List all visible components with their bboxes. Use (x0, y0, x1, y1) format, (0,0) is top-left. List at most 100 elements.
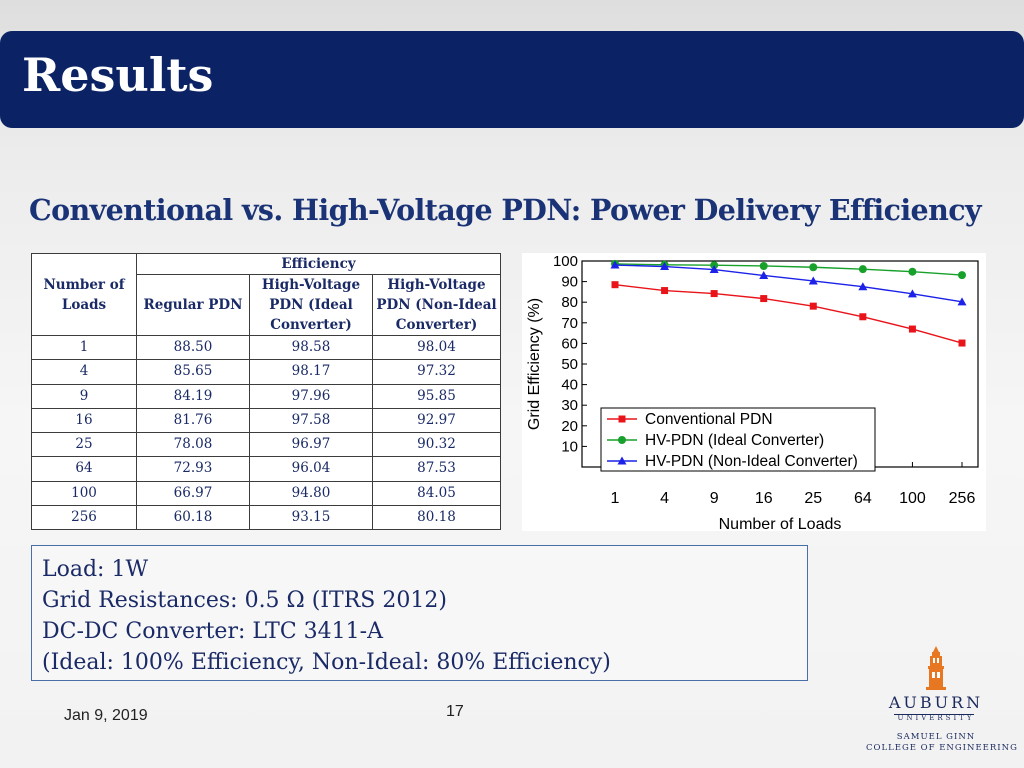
x-tick-label: 1 (611, 490, 620, 507)
table-cell: 60.18 (136, 504, 250, 531)
table-row: 1 88.50 98.58 98.04 (31, 334, 501, 361)
data-point (759, 270, 769, 279)
table-cell: 256 (31, 504, 137, 531)
y-tick-label: 90 (561, 274, 578, 291)
table-row: 64 72.93 96.04 87.53 (31, 456, 501, 482)
x-axis-label: Number of Loads (719, 516, 842, 531)
legend-marker (617, 456, 627, 465)
data-point (809, 302, 817, 310)
table-cell: 95.85 (372, 383, 501, 409)
data-point (661, 287, 669, 295)
series-line-1 (614, 263, 963, 276)
legend-label: HV-PDN (Ideal Converter) (645, 432, 824, 449)
table-body: 1 88.50 98.58 98.04 4 85.65 98.17 97.32 9 84.19 97… (31, 334, 501, 531)
y-tick-label: 100 (553, 253, 578, 270)
slide-title: Results (22, 48, 214, 102)
header-hv-nonideal: High-Voltage PDN (Non-Ideal Converter) (372, 274, 501, 336)
table-cell: 97.96 (249, 383, 373, 409)
auburn-logo: AUBURN UNIVERSITY SAMUEL GINN COLLEGE OF… (866, 646, 1018, 756)
data-point (809, 263, 818, 272)
series-line-0 (614, 283, 963, 344)
x-tick-label: 9 (710, 490, 719, 507)
table-cell: 16 (31, 407, 137, 434)
table-row: 100 66.97 94.80 84.05 (31, 480, 501, 506)
table-cell: 97.58 (249, 407, 373, 434)
footer-date: Jan 9, 2019 (64, 707, 148, 724)
table-cell: 84.05 (372, 480, 501, 506)
data-point (759, 261, 768, 270)
table-cell: 87.53 (372, 456, 501, 482)
info-load: Load: 1W (42, 557, 149, 582)
table-cell: 81.76 (136, 407, 250, 434)
table-cell: 9 (31, 383, 137, 409)
table-cell: 88.50 (136, 334, 250, 361)
series-line-2 (614, 264, 963, 303)
legend-marker (618, 415, 626, 423)
table-cell: 1 (31, 334, 137, 361)
table-cell: 96.04 (249, 456, 373, 482)
legend-label: Conventional PDN (645, 411, 773, 428)
conditions-box: Load: 1W Grid Resistances: 0.5 Ω (ITRS 2… (31, 545, 808, 681)
data-point (858, 282, 868, 291)
table-row: 4 85.65 98.17 97.32 (31, 359, 501, 385)
table-cell: 25 (31, 431, 137, 458)
data-point (908, 267, 917, 276)
table-row: 16 81.76 97.58 92.97 (31, 407, 501, 434)
table-cell: 96.97 (249, 431, 373, 458)
data-point (957, 297, 967, 306)
header-hv-ideal: High-Voltage PDN (Ideal Converter) (249, 274, 373, 336)
data-point (859, 313, 867, 321)
header-regular-pdn: Regular PDN (136, 274, 250, 336)
y-tick-label: 60 (561, 335, 578, 352)
efficiency-table: Number of Loads Efficiency Regular PDN H… (31, 253, 501, 531)
y-tick-label: 20 (561, 418, 578, 435)
y-tick-label: 50 (561, 356, 578, 373)
table-row: 9 84.19 97.96 95.85 (31, 383, 501, 409)
efficiency-chart-svg: 10 20 30 40 50 60 70 80 90 100 1 4 9 16 25 64 100 256 Numb… (526, 253, 979, 531)
data-point (808, 276, 818, 285)
data-point (710, 290, 718, 298)
data-point (610, 260, 620, 269)
table-cell: 98.04 (372, 334, 501, 361)
data-point (908, 325, 916, 333)
x-tick-label: 256 (949, 490, 976, 507)
table-row: 256 60.18 93.15 80.18 (31, 504, 501, 531)
info-converter: DC-DC Converter: LTC 3411-A (42, 619, 383, 644)
table-cell: 98.58 (249, 334, 373, 361)
data-point (958, 271, 966, 280)
logo-auburn: AUBURN (888, 693, 984, 712)
table-cell: 97.32 (372, 359, 501, 385)
logo-rule (894, 714, 974, 715)
y-tick-label: 30 (561, 397, 578, 414)
x-tick-label: 100 (899, 490, 926, 507)
table-cell: 66.97 (136, 480, 250, 506)
header-number-of-loads: Number of Loads (31, 253, 137, 336)
header-efficiency: Efficiency (136, 253, 501, 275)
y-axis-label: Grid Efficiency (%) (526, 298, 543, 430)
y-tick-label: 10 (561, 438, 578, 455)
table-cell: 64 (31, 456, 137, 482)
table-cell: 72.93 (136, 456, 250, 482)
data-point (611, 281, 619, 289)
legend-marker (618, 436, 626, 444)
data-point (907, 289, 917, 298)
y-tick-label: 70 (561, 315, 578, 332)
x-tick-label: 64 (854, 490, 872, 507)
y-tick-label: 40 (561, 377, 578, 394)
info-efficiency-note: (Ideal: 100% Efficiency, Non-Ideal: 80% … (42, 650, 611, 675)
table-cell: 90.32 (372, 431, 501, 458)
legend-box (600, 407, 876, 472)
table-cell: 100 (31, 480, 137, 506)
table-cell: 94.80 (249, 480, 373, 506)
table-cell: 98.17 (249, 359, 373, 385)
table-cell: 80.18 (372, 504, 501, 531)
y-tick-label: 80 (561, 294, 578, 311)
info-grid-resistances: Grid Resistances: 0.5 Ω (ITRS 2012) (42, 588, 447, 613)
tower-icon (926, 646, 946, 690)
table-cell: 78.08 (136, 431, 250, 458)
logo-college: COLLEGE OF ENGINEERING (866, 743, 1018, 753)
table-cell: 4 (31, 359, 137, 385)
data-point (958, 339, 966, 347)
table-cell: 92.97 (372, 407, 501, 434)
table-cell: 84.19 (136, 383, 250, 409)
